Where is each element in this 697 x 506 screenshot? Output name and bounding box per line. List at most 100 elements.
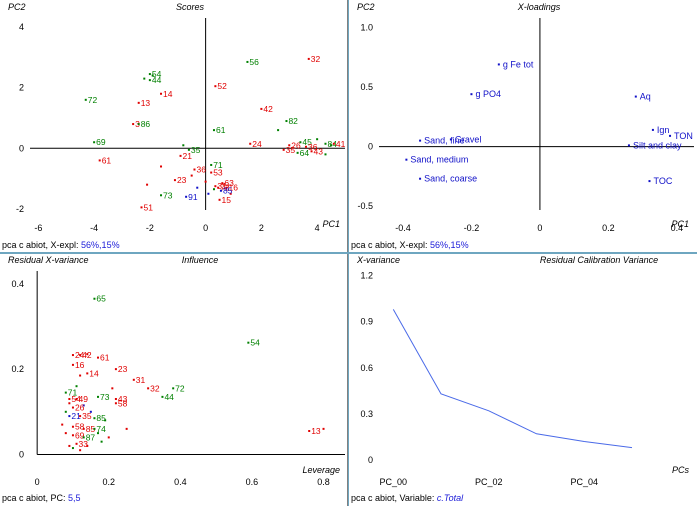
data-point-marker (160, 92, 163, 95)
data-point-marker (246, 60, 249, 63)
data-point-marker (148, 79, 151, 82)
data-point-marker (669, 134, 672, 137)
data-point-marker (140, 206, 143, 209)
data-point-marker (71, 434, 74, 437)
data-point-label: 21 (183, 151, 193, 161)
data-point-label: 69 (96, 137, 106, 147)
x-tick-label: PC_04 (570, 477, 598, 487)
data-point-marker (219, 189, 222, 192)
data-point-label: 24 (252, 139, 262, 149)
influence-chart-svg: Residual X-variance Influence Leverage 0 0.2… (8, 255, 345, 487)
data-point-label: 14 (89, 368, 99, 378)
data-point-marker (75, 398, 78, 400)
data-point-marker (247, 341, 250, 344)
y-axis-label: PC2 (357, 2, 375, 12)
data-point-label: 72 (175, 383, 185, 393)
data-point-label: 64 (300, 148, 310, 158)
y-tick-label: 0.2 (11, 364, 24, 374)
data-point-marker (187, 148, 190, 151)
data-point-marker (79, 354, 82, 357)
data-dot (190, 174, 193, 177)
data-point-marker (497, 63, 500, 66)
data-point-label: 61 (100, 353, 110, 363)
data-point-marker (93, 297, 96, 300)
data-point-marker (114, 402, 117, 405)
x-tick-label: 0 (537, 223, 542, 233)
data-point-marker (132, 378, 135, 381)
data-point-marker (299, 141, 302, 144)
data-point-marker (137, 123, 140, 126)
data-point-marker (218, 198, 221, 201)
data-point-label: 91 (188, 192, 198, 202)
data-point-label: g PO4 (475, 89, 501, 99)
data-dot (229, 192, 232, 195)
data-point-label: 82 (288, 116, 298, 126)
data-point-label: 44 (164, 392, 174, 402)
y-tick-label: 0.9 (360, 317, 373, 327)
y-tick-label: -2 (16, 204, 24, 214)
data-point-marker (419, 139, 422, 142)
data-dot (322, 427, 325, 430)
data-point-label: 54 (152, 69, 162, 79)
data-point-label: Ign (657, 125, 670, 135)
data-point-marker (75, 442, 78, 445)
data-point-label: 32 (311, 54, 321, 64)
data-dot (68, 444, 71, 447)
data-point-label: Aq (640, 92, 651, 102)
x-tick-label: 0.4 (174, 477, 187, 487)
data-point-label: 32 (150, 383, 160, 393)
data-dot (316, 138, 319, 141)
data-point-label: 3 (135, 119, 140, 129)
data-point-marker (185, 195, 188, 198)
data-point-label: 36 (196, 165, 206, 175)
data-point-label: 51 (144, 202, 154, 212)
data-dot (79, 374, 82, 377)
x-tick-label: 4 (315, 223, 320, 233)
data-dot (79, 449, 82, 452)
data-point-label: g Fe tot (503, 59, 534, 69)
data-point-label: 41 (336, 139, 346, 149)
data-point-label: 71 (68, 388, 78, 398)
data-dot (324, 153, 327, 156)
data-dot (100, 440, 103, 443)
data-dot (207, 192, 210, 195)
scores-plot: PC2 Scores PC1 -6 -4 -2 0 2 4 -2 0 2 4 32 56 54 44 52 14 72… (0, 0, 348, 253)
data-point-label: 23 (118, 364, 128, 374)
residual-variance-chart-svg: X-variance Residual Calibration Variance P… (356, 255, 689, 487)
data-dot (143, 77, 146, 80)
influence-plot: Residual X-variance Influence Leverage 0 0.2… (0, 253, 348, 506)
y-axis-label: X-variance (356, 255, 400, 265)
data-point-label: 43 (118, 394, 128, 404)
data-point-marker (148, 73, 151, 76)
x-tick-label: -0.4 (395, 223, 411, 233)
data-point-marker (260, 107, 263, 110)
y-tick-label: 4 (19, 22, 24, 32)
data-point-marker (64, 391, 67, 394)
y-tick-label: 0.3 (360, 409, 373, 419)
data-point-marker (221, 182, 224, 185)
data-point-label: 85 (86, 424, 96, 434)
data-point-label: 58 (75, 422, 85, 432)
data-point-marker (217, 186, 220, 189)
loadings-plot: PC2 X-loadings PC1 -0.4 -0.2 0 0.2 0.4 -0.5 0 0.5 1… (349, 0, 697, 253)
data-point-label: 45 (302, 137, 312, 147)
y-tick-label: 0.6 (360, 363, 373, 373)
data-point-label: Sand, medium (410, 155, 468, 165)
data-point-marker (634, 95, 637, 98)
data-point-label: TOC (653, 176, 672, 186)
data-point-marker (160, 194, 163, 197)
data-point-label: 85 (96, 413, 106, 423)
data-point-label: 73 (220, 183, 230, 193)
x-axis-label: PC1 (322, 219, 340, 229)
status-bar-influence: pca c abiot, PC: 5,5 (2, 493, 81, 503)
data-point-marker (98, 159, 101, 162)
data-point-marker (310, 150, 313, 153)
data-point-label: 56 (249, 57, 259, 67)
data-point-marker (308, 430, 311, 432)
data-point-label: 71 (213, 160, 223, 170)
data-point-marker (212, 129, 215, 132)
y-tick-label: 0.4 (11, 279, 24, 289)
y-tick-label: 1.2 (360, 271, 373, 281)
x-tick-label: 0 (203, 223, 208, 233)
